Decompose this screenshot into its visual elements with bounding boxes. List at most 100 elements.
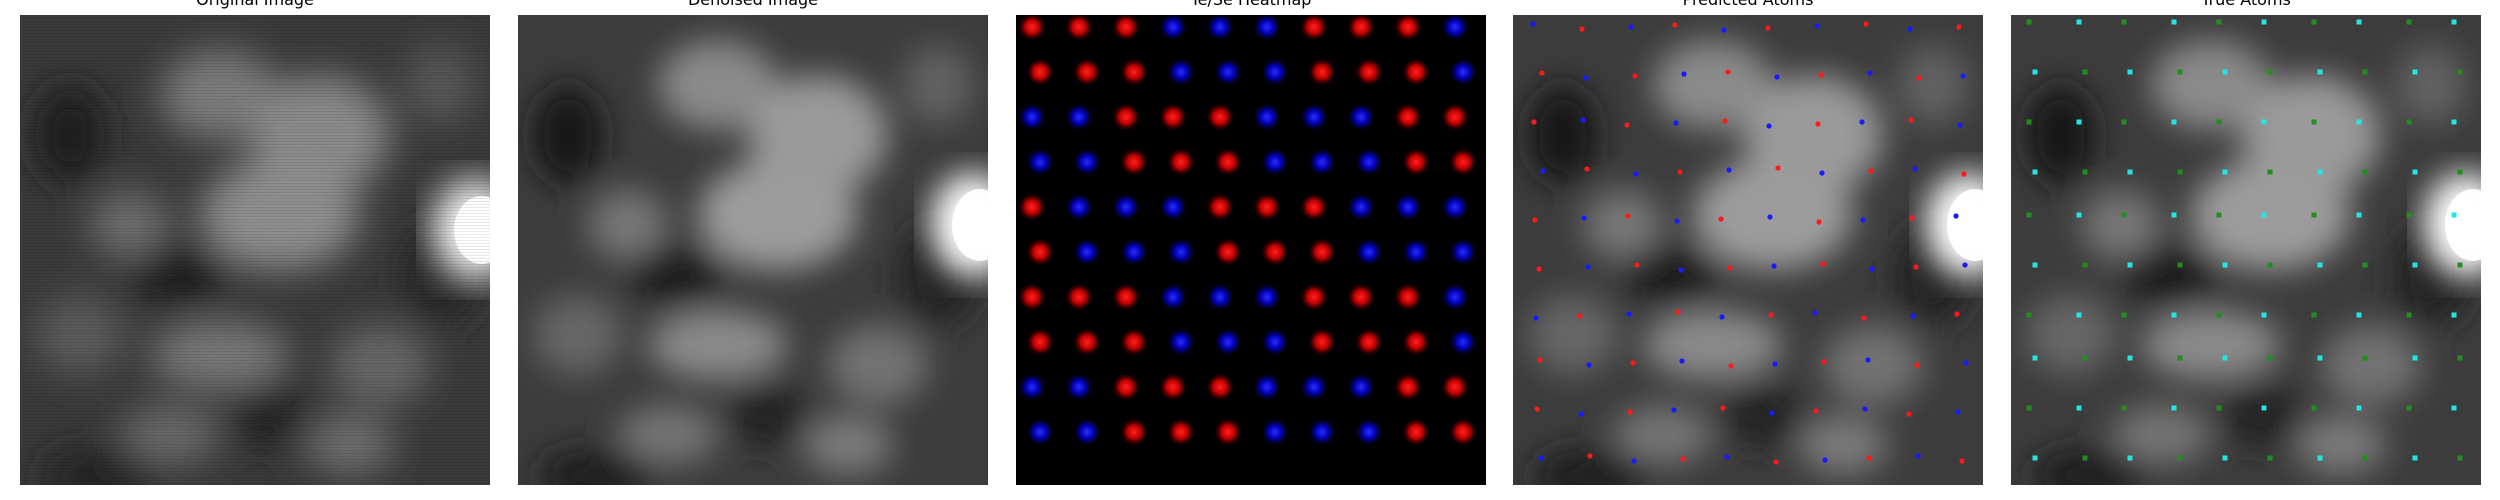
predicted-te-atom (1961, 171, 1967, 177)
predicted-te-atom (1916, 75, 1922, 81)
panel-title: Denoised Image (518, 0, 988, 9)
predicted-se-atom (1628, 24, 1634, 30)
te-blob (1064, 282, 1094, 312)
predicted-te-atom (1820, 261, 1826, 267)
te-blob (1158, 372, 1188, 402)
predicted-te-atom (1956, 24, 1962, 30)
predicted-se-atom (1771, 263, 1777, 269)
se-blob (1025, 147, 1055, 177)
true-atom-green (2457, 69, 2463, 75)
true-atom-green (2406, 119, 2412, 125)
predicted-te-atom (1720, 405, 1726, 411)
true-atom-cyan (2412, 455, 2418, 461)
predicted-te-atom (1914, 362, 1920, 368)
denoised-image (518, 15, 988, 485)
predicted-se-atom (1769, 410, 1775, 416)
se-blob (1299, 372, 1329, 402)
true-atom-green (2026, 119, 2032, 125)
te-blob (1401, 147, 1431, 177)
te-blob (1307, 237, 1337, 267)
true-atom-cyan (2222, 262, 2228, 268)
true-atom-green (2406, 405, 2412, 411)
predicted-te-atom (1579, 26, 1585, 32)
predicted-te-atom (1861, 315, 1867, 321)
predicted-te-atom (1630, 360, 1636, 366)
se-blob (1354, 147, 1384, 177)
predicted-se-atom (1812, 310, 1818, 316)
predicted-te-atom (1913, 264, 1919, 270)
true-atom-cyan (2261, 19, 2267, 25)
te-blob (1111, 282, 1141, 312)
predicted-se-atom (1724, 454, 1730, 460)
te-blob (1346, 282, 1376, 312)
true-atom-cyan (2171, 405, 2177, 411)
true-atom-cyan (2451, 212, 2457, 218)
te-blob (1213, 417, 1243, 447)
se-blob (1448, 237, 1478, 267)
true-atom-green (2311, 312, 2317, 318)
te-blob (1025, 57, 1055, 87)
se-blob (1252, 102, 1282, 132)
true-atom-cyan (2261, 312, 2267, 318)
se-blob (1072, 237, 1102, 267)
true-atom-cyan (2076, 19, 2082, 25)
predicted-se-atom (1626, 311, 1632, 317)
se-blob (1119, 237, 1149, 267)
te-blob (1440, 102, 1470, 132)
true-atom-cyan (2356, 19, 2362, 25)
te-blob (1307, 57, 1337, 87)
se-blob (1064, 372, 1094, 402)
predicted-se-atom (1766, 123, 1772, 129)
true-atom-cyan (2076, 312, 2082, 318)
panel-title: Predicted Atoms (1513, 0, 1983, 9)
true-atom-cyan (2451, 19, 2457, 25)
true-atom-cyan (2127, 69, 2133, 75)
se-blob (1252, 282, 1282, 312)
true-atom-cyan (2261, 119, 2267, 125)
predicted-se-atom (1907, 26, 1913, 32)
te-blob (1307, 327, 1337, 357)
true-atom-green (2177, 355, 2183, 361)
predicted-se-atom (1719, 314, 1725, 320)
se-blob (1260, 147, 1290, 177)
predicted-te-atom (1959, 458, 1965, 464)
true-atom-green (2026, 212, 2032, 218)
true-atom-green (2177, 169, 2183, 175)
te-blob (1393, 372, 1423, 402)
panel-title: Te/Se Heatmap (1016, 0, 1486, 9)
te-blob (1017, 192, 1047, 222)
se-blob (1072, 147, 1102, 177)
predicted-se-atom (1867, 70, 1873, 76)
se-blob (1346, 372, 1376, 402)
te-blob (1119, 417, 1149, 447)
se-blob (1299, 102, 1329, 132)
true-atom-cyan (2412, 355, 2418, 361)
original-image (20, 15, 490, 485)
predicted-se-atom (1774, 74, 1780, 80)
true-atom-green (2457, 355, 2463, 361)
se-blob (1354, 237, 1384, 267)
te-blob (1401, 327, 1431, 357)
se-blob (1213, 327, 1243, 357)
predicted-se-atom (1578, 411, 1584, 417)
se-blob (1252, 15, 1282, 42)
predicted-se-atom (1859, 119, 1865, 125)
predicted-se-atom (1585, 264, 1591, 270)
true-atom-cyan (2032, 262, 2038, 268)
predicted-se-atom (1681, 71, 1687, 77)
te-blob (1072, 327, 1102, 357)
predicted-te-atom (1680, 456, 1686, 462)
true-atom-green (2216, 119, 2222, 125)
se-blob (1393, 192, 1423, 222)
true-atom-green (2121, 119, 2127, 125)
true-atom-cyan (2076, 119, 2082, 125)
se-blob (1166, 57, 1196, 87)
te-blob (1354, 57, 1384, 87)
true-atom-green (2121, 405, 2127, 411)
predicted-te-atom (1816, 219, 1822, 225)
predicted-te-atom (1577, 313, 1583, 319)
predicted-te-atom (1765, 25, 1771, 31)
true-atom-cyan (2356, 312, 2362, 318)
true-atom-green (2311, 405, 2317, 411)
te-blob (1299, 282, 1329, 312)
